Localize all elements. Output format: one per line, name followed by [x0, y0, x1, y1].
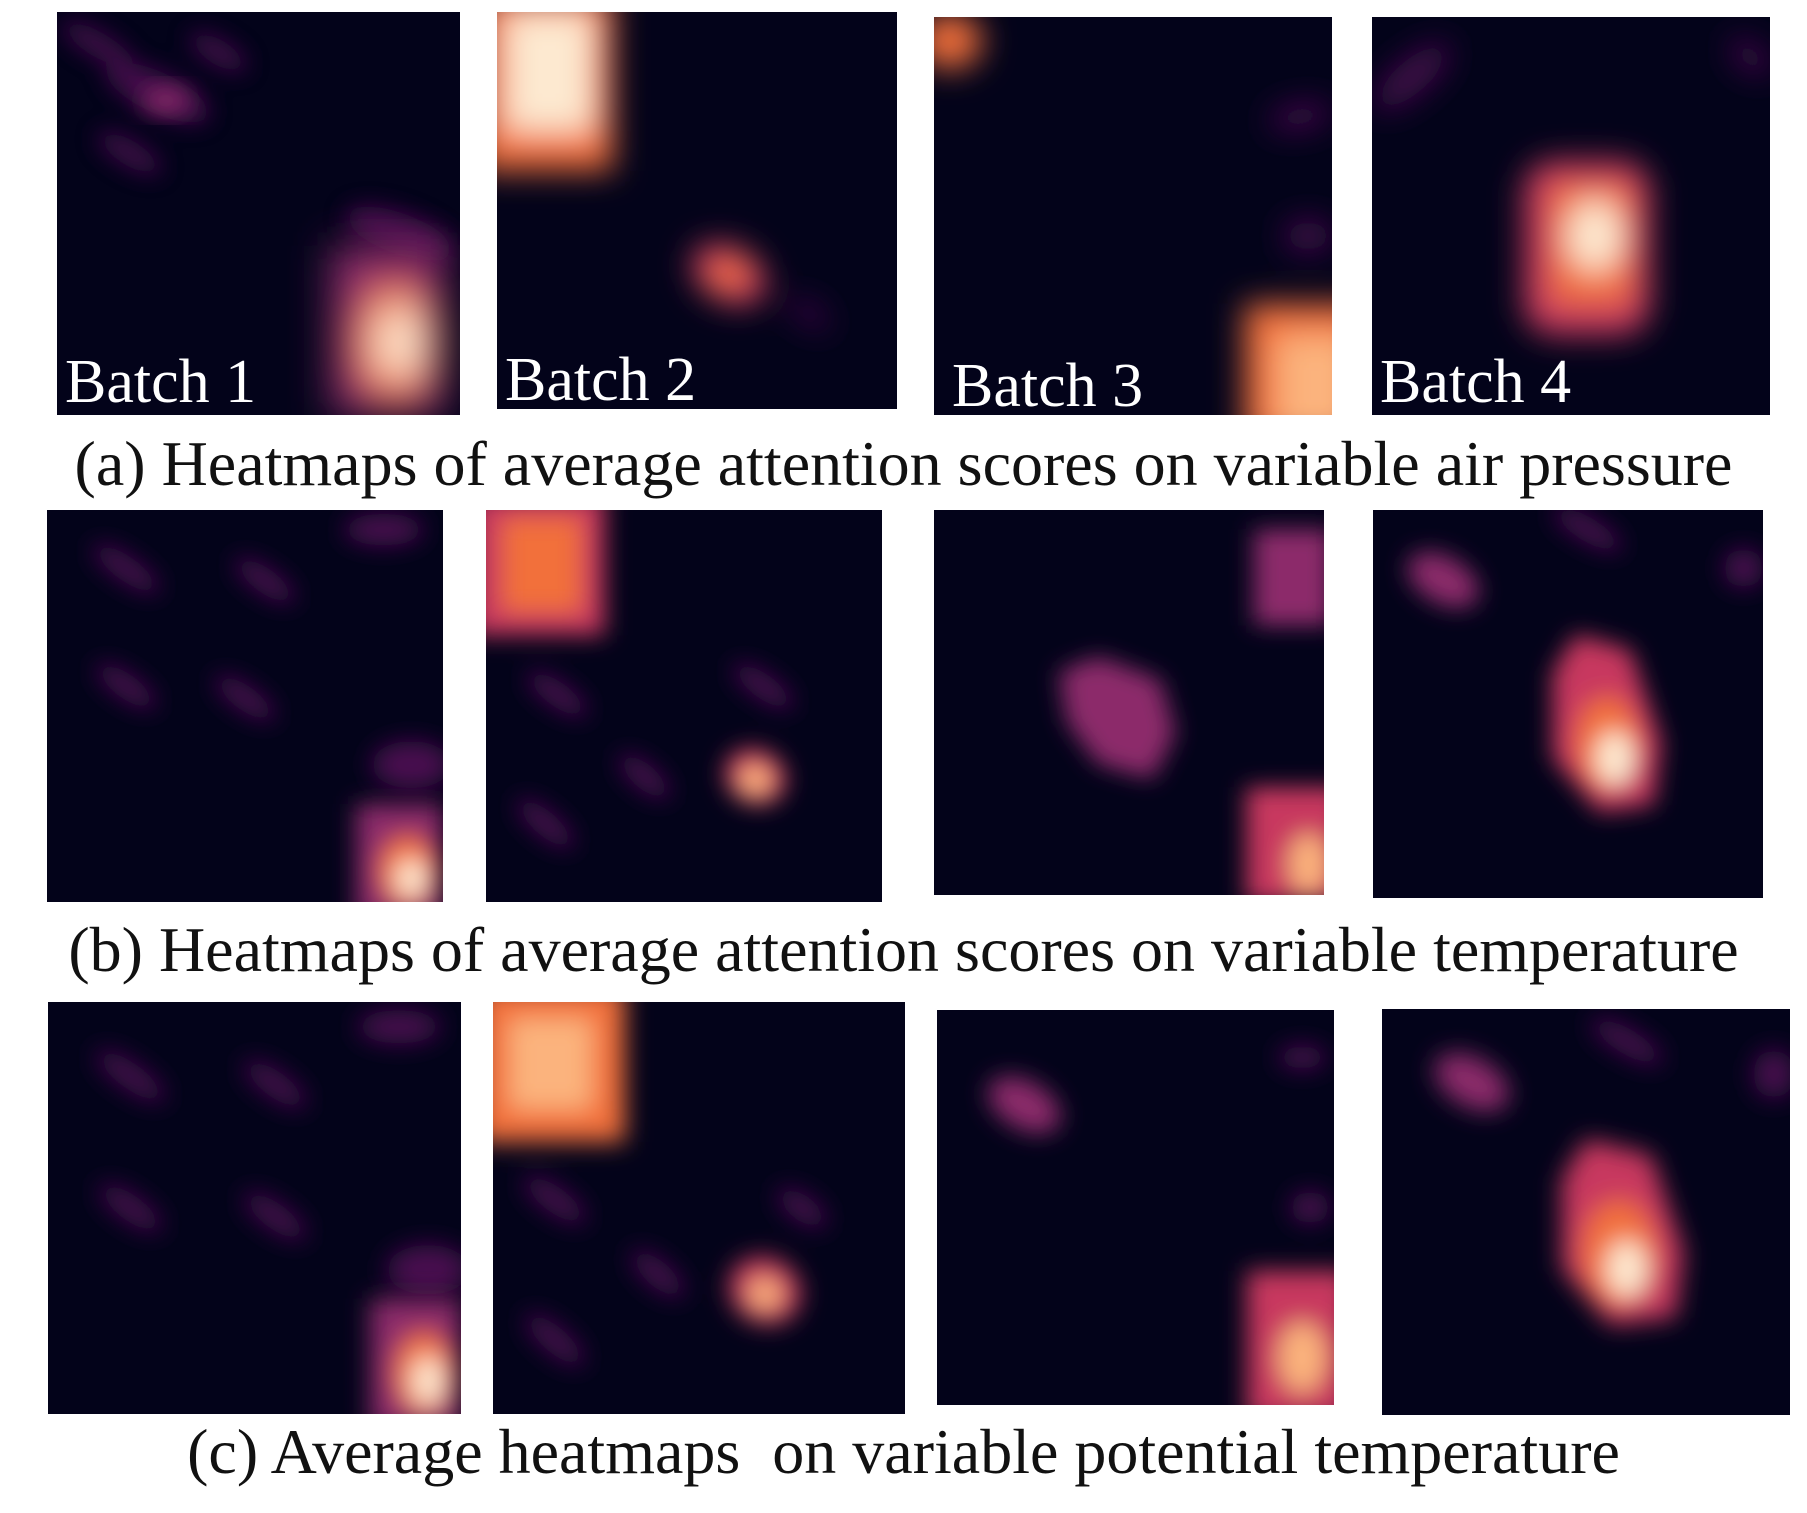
- caption-b: (b) Heatmaps of average attention scores…: [68, 914, 1739, 985]
- heatmap-a-batch1: Batch 1: [57, 12, 460, 415]
- batch-label: Batch 4: [1380, 348, 1572, 415]
- caption-c: (c) Average heatmaps on variable potenti…: [187, 1416, 1620, 1487]
- caption-a: (a) Heatmaps of average attention scores…: [74, 428, 1733, 499]
- heatmap-a-batch3: Batch 3: [934, 17, 1332, 415]
- heatmap-b-batch4: [1373, 510, 1763, 898]
- heatmap-a-batch4: Batch 4: [1372, 17, 1770, 415]
- heatmap-c-batch4: [1382, 1009, 1790, 1415]
- heatmap-c-batch2: [493, 1002, 905, 1414]
- heatmap-a-batch2: Batch 2: [497, 12, 897, 409]
- heatmap-b-batch2: [486, 510, 882, 902]
- heatmap-b-batch3: [934, 510, 1324, 895]
- batch-label: Batch 3: [952, 352, 1144, 415]
- heatmap-c-batch3: [937, 1010, 1334, 1405]
- batch-label: Batch 2: [505, 346, 697, 409]
- heatmap-c-batch1: [48, 1002, 461, 1414]
- heatmap-b-batch1: [47, 510, 443, 902]
- batch-label: Batch 1: [65, 348, 257, 415]
